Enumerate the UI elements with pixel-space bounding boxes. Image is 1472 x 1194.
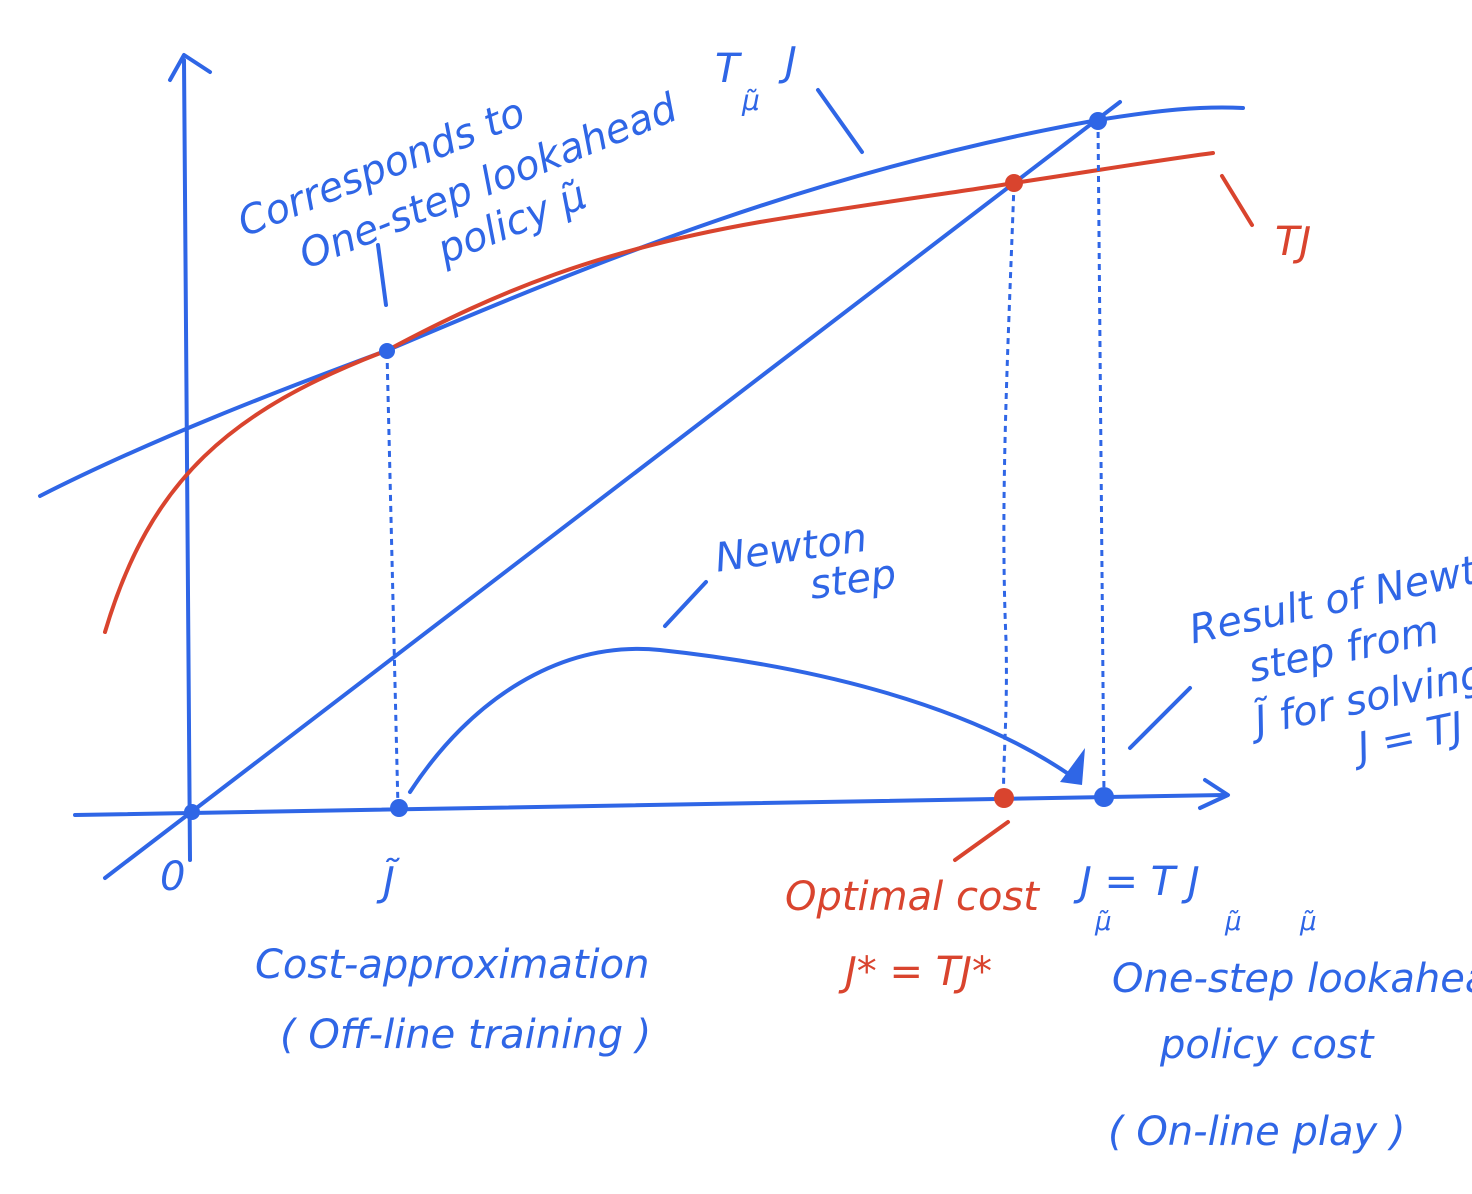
optimal-cost-annotation: Optimal cost J* = TJ*: [785, 874, 1040, 995]
svg-text:Cost-approximation: Cost-approximation: [255, 942, 649, 988]
tmu-fixed-point: [1089, 112, 1107, 130]
tj-curve: [103, 151, 1215, 634]
svg-text:( On-line play ): ( On-line play ): [1108, 1109, 1406, 1155]
svg-text:J: J: [778, 39, 797, 85]
newton-step-arrow: [408, 646, 1085, 794]
tj-pointer: [1220, 174, 1254, 227]
optimal-pointer: [953, 820, 1010, 862]
t-mu-j-label: T μ̃ J: [715, 39, 797, 117]
result-annotation: Result of Newton step from J̃ for solvin…: [1185, 537, 1472, 772]
jmu-equation-label: J = T J μ̃ μ̃ μ̃: [1073, 859, 1317, 937]
tmuj-pointer: [816, 88, 864, 154]
tj-fixed-point: [1005, 174, 1023, 192]
result-pointer: [1128, 686, 1192, 750]
svg-text:μ̃: μ̃: [1299, 907, 1317, 937]
vertical-axis: [168, 53, 212, 862]
jtilde-axis-label: J̃: [376, 857, 400, 905]
horizontal-axis: [73, 778, 1230, 817]
origin-label: 0: [160, 854, 185, 900]
jmu-dashed-line: [1096, 120, 1106, 797]
t-mu-j-curve: [38, 105, 1245, 498]
cost-approximation-annotation: Cost-approximation ( Off-line training ): [255, 942, 651, 1058]
svg-text:One-step lookahead: One-step lookahead: [1112, 956, 1472, 1002]
optimal-cost-point: [994, 788, 1014, 808]
svg-text:J = T J: J = T J: [1073, 859, 1200, 905]
tj-label: TJ: [1275, 219, 1311, 265]
svg-text:( Off-line training ): ( Off-line training ): [280, 1012, 651, 1058]
svg-text:Optimal cost: Optimal cost: [785, 874, 1040, 920]
svg-text:μ̃: μ̃: [741, 84, 760, 117]
jmu-point: [1094, 787, 1114, 807]
svg-text:T: T: [715, 46, 743, 92]
svg-text:J* = TJ*: J* = TJ*: [838, 949, 992, 995]
corresponds-pointer: [376, 243, 388, 307]
tangent-point: [379, 343, 395, 359]
lookahead-annotation: One-step lookahead policy cost ( On-line…: [1108, 956, 1472, 1155]
corresponds-annotation: Corresponds to One-step lookahead policy…: [231, 85, 684, 279]
svg-text:policy cost: policy cost: [1159, 1022, 1375, 1068]
svg-text:μ̃: μ̃: [1094, 907, 1112, 937]
jtilde-dashed-line: [385, 351, 400, 809]
newton-pointer: [663, 580, 708, 628]
newton-step-label: Newton step: [712, 515, 899, 609]
svg-text:μ̃: μ̃: [1224, 907, 1242, 937]
origin-point: [184, 804, 200, 820]
jtilde-point: [390, 799, 408, 817]
identity-line: [103, 100, 1122, 880]
optimal-dashed-line: [1002, 183, 1016, 801]
